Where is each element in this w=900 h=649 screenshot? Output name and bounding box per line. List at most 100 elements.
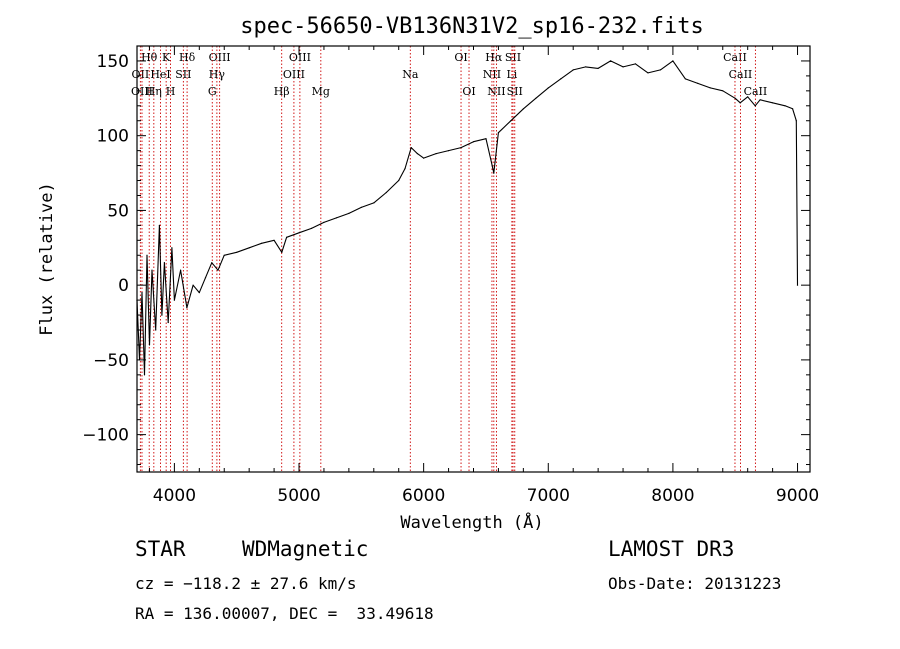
y-tick-label: −100 [82, 426, 129, 446]
spectral-line-label: OIII [289, 51, 311, 64]
data-point [198, 292, 200, 294]
survey-name: LAMOST DR3 [608, 537, 735, 561]
spectral-line-label: OIII [209, 51, 231, 64]
data-point [722, 90, 724, 92]
data-point [597, 67, 599, 69]
data-point [281, 251, 283, 253]
spectral-line-label: SII [175, 68, 191, 81]
spectral-line-label: Hγ [209, 68, 226, 81]
data-point [171, 247, 173, 249]
data-point [448, 150, 450, 152]
x-tick-label: 9000 [776, 486, 819, 506]
y-tick-label: 150 [97, 52, 129, 72]
spectral-line-label: CaII [723, 51, 747, 64]
data-point [298, 232, 300, 234]
data-point [348, 212, 350, 214]
y-tick-label: 50 [107, 201, 129, 221]
data-point [167, 321, 169, 324]
data-point [754, 105, 756, 107]
spectrum-series-line [136, 60, 799, 376]
x-tick-label: 5000 [277, 486, 320, 506]
data-point [416, 153, 418, 155]
y-axis-label: Flux (relative) [37, 182, 57, 336]
spectral-line-label: Hη [146, 85, 162, 98]
data-point [148, 344, 151, 346]
spectral-line-label: Hβ [274, 85, 290, 98]
x-axis-ticks: 4000 5000 6000 7000 8000 9000 [148, 46, 819, 506]
data-point [211, 262, 213, 264]
data-point [286, 236, 288, 238]
data-point [709, 87, 711, 89]
data-point [404, 168, 406, 170]
data-point [697, 82, 699, 84]
x-tick-label: 7000 [527, 486, 570, 506]
data-point [672, 60, 674, 62]
spectral-line-label: OI [462, 85, 475, 98]
data-point [796, 284, 799, 286]
spectral-line-label: NII [487, 85, 505, 98]
data-point [423, 157, 425, 159]
data-point [158, 224, 160, 226]
data-point [560, 78, 562, 80]
data-point [323, 221, 325, 223]
x-tick-label: 8000 [651, 486, 694, 506]
object-class: STAR [135, 537, 186, 561]
data-point [310, 227, 313, 229]
data-point [747, 96, 749, 98]
data-point [792, 108, 794, 110]
data-point [795, 120, 797, 122]
data-point [759, 99, 761, 101]
x-axis-label: Wavelength (Å) [400, 511, 543, 533]
data-point [739, 102, 741, 104]
plot-frame [136, 45, 811, 473]
spectral-line-label: NII [483, 68, 501, 81]
spectral-line-label: Hα [485, 51, 503, 64]
spectral-line-label: G [208, 85, 217, 98]
data-point [141, 292, 143, 294]
data-point [163, 262, 165, 264]
data-point [585, 66, 587, 68]
spectral-line-label: H [166, 85, 176, 98]
data-point [622, 66, 624, 68]
spectral-line-label: Na [402, 68, 419, 81]
data-point [634, 63, 637, 65]
data-point [410, 147, 412, 149]
y-tick-label: 100 [97, 127, 129, 147]
data-point [572, 69, 574, 71]
data-point [398, 179, 400, 182]
data-point [610, 60, 612, 62]
data-point [647, 72, 649, 74]
object-subclass: WDMagnetic [242, 537, 369, 561]
data-point [497, 132, 499, 134]
x-tick-label: 4000 [153, 486, 196, 506]
data-point [146, 254, 148, 256]
series-layer [136, 60, 799, 376]
obs-date: Obs-Date: 20131223 [608, 574, 782, 593]
spectral-line-label: CaII [744, 85, 768, 98]
coordinates: RA = 136.00007, DEC = 33.49618 [135, 604, 434, 623]
data-point [204, 277, 207, 279]
spectral-line-label: CaII [729, 68, 753, 81]
spectral-line-label: Mg [312, 85, 330, 98]
spectral-line-label: HeI [150, 68, 170, 81]
x-tick-label: 6000 [402, 486, 445, 506]
spectral-line-label: SII [505, 51, 521, 64]
spectral-line-label: Hθ [141, 51, 158, 64]
data-point [772, 102, 774, 104]
data-point [261, 242, 263, 244]
data-point [155, 329, 157, 331]
data-point [491, 165, 493, 167]
spectral-line-label: SII [507, 85, 523, 98]
data-point [173, 299, 175, 301]
data-point [472, 141, 475, 143]
data-point [192, 284, 194, 286]
data-point [385, 191, 387, 194]
y-axis-ticks: −100 −50 0 50 100 150 [82, 45, 810, 466]
data-point [547, 87, 549, 89]
y-tick-label: 0 [118, 276, 129, 296]
spectral-line-label: OII [132, 68, 150, 81]
data-point [784, 105, 786, 107]
data-point [460, 147, 462, 149]
